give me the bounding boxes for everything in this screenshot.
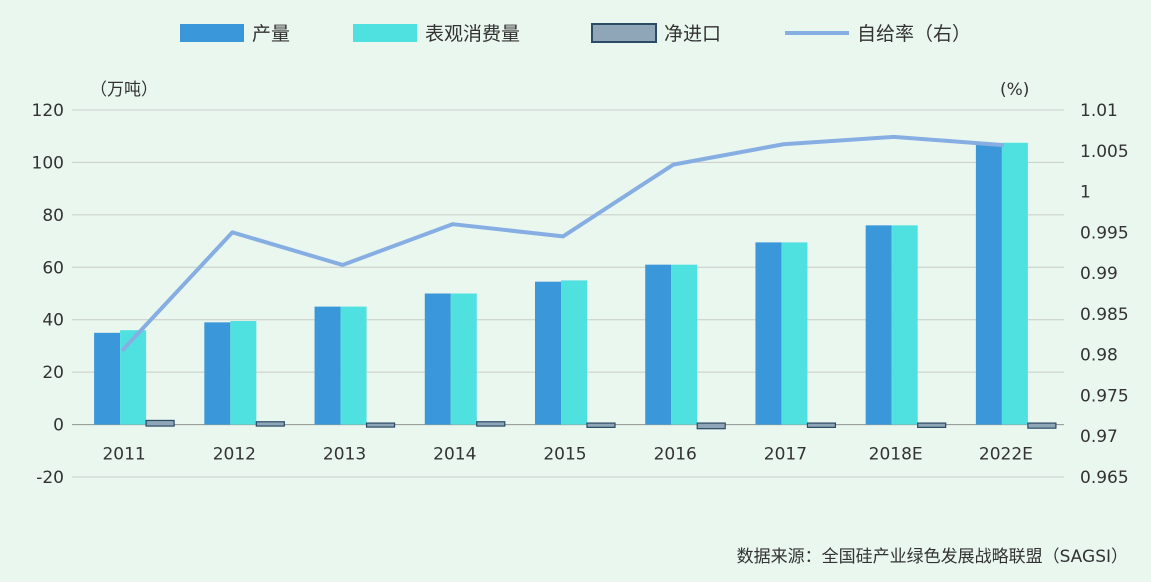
- x-tick-label: 2016: [654, 445, 697, 465]
- bar-产量: [314, 306, 341, 425]
- right-tick-label: 1.01: [1080, 101, 1118, 121]
- bar-净进口: [917, 422, 947, 428]
- right-tick-label: 0.995: [1080, 223, 1129, 243]
- right-tick-label: 1.005: [1080, 142, 1129, 162]
- right-tick-label: 0.98: [1080, 346, 1118, 366]
- bar-表观消费量: [450, 293, 477, 425]
- bar-净进口: [806, 422, 837, 428]
- legend-swatch-产量: [180, 24, 244, 42]
- left-tick-label: -20: [36, 468, 64, 488]
- left-tick-label: 40: [42, 311, 64, 331]
- left-tick-label: 80: [42, 206, 64, 226]
- bar-表观消费量: [1001, 142, 1028, 425]
- left-tick-label: 0: [53, 416, 64, 436]
- right-tick-label: 0.975: [1080, 386, 1129, 406]
- bar-表观消费量: [120, 330, 147, 425]
- x-tick-label: 2011: [102, 445, 145, 465]
- left-axis-unit: （万吨）: [90, 80, 158, 100]
- legend-label: 净进口: [664, 23, 721, 45]
- x-tick-label: 2022E: [979, 445, 1033, 465]
- x-tick-label: 2012: [213, 445, 256, 465]
- right-tick-label: 1: [1080, 183, 1091, 203]
- legend-label: 产量: [252, 23, 290, 45]
- bar-产量: [755, 242, 782, 425]
- x-tick-label: 2014: [433, 445, 476, 465]
- left-tick-label: 100: [32, 153, 64, 173]
- bar-净进口: [476, 421, 506, 427]
- right-tick-label: 0.965: [1080, 468, 1129, 488]
- bar-产量: [204, 322, 231, 425]
- x-tick-label: 2017: [764, 445, 807, 465]
- right-tick-label: 0.985: [1080, 305, 1129, 325]
- bar-表观消费量: [891, 225, 918, 425]
- bar-产量: [865, 225, 892, 425]
- bar-净进口: [696, 422, 726, 430]
- bar-净进口: [586, 422, 616, 428]
- x-tick-label: 2018E: [869, 445, 923, 465]
- right-tick-label: 0.97: [1080, 427, 1118, 447]
- bar-净进口: [1027, 422, 1057, 429]
- x-tick-label: 2013: [323, 445, 366, 465]
- bar-净进口: [145, 419, 175, 427]
- legend-swatch-净进口: [591, 23, 657, 43]
- bar-表观消费量: [781, 242, 808, 425]
- right-axis-unit: (%): [1000, 80, 1029, 100]
- bar-表观消费量: [340, 306, 367, 425]
- bar-产量: [424, 293, 451, 425]
- left-tick-label: 60: [42, 258, 64, 278]
- bar-表观消费量: [230, 321, 257, 425]
- bar-产量: [645, 264, 672, 425]
- left-tick-label: 120: [32, 101, 64, 121]
- bar-产量: [94, 332, 121, 425]
- source-note: 数据来源：全国硅产业绿色发展战略联盟（SAGSI）: [737, 547, 1128, 567]
- bar-净进口: [255, 421, 285, 427]
- left-tick-label: 20: [42, 363, 64, 383]
- bar-表观消费量: [561, 280, 587, 425]
- bar-产量: [535, 281, 561, 425]
- legend-label: 自给率（右）: [857, 23, 971, 45]
- legend-label: 表观消费量: [425, 23, 520, 45]
- x-tick-label: 2015: [543, 445, 586, 465]
- bar-产量: [975, 144, 1002, 425]
- bar-净进口: [365, 422, 396, 428]
- bar-表观消费量: [671, 264, 698, 425]
- legend-swatch-表观消费量: [353, 24, 417, 42]
- right-tick-label: 0.99: [1080, 264, 1118, 284]
